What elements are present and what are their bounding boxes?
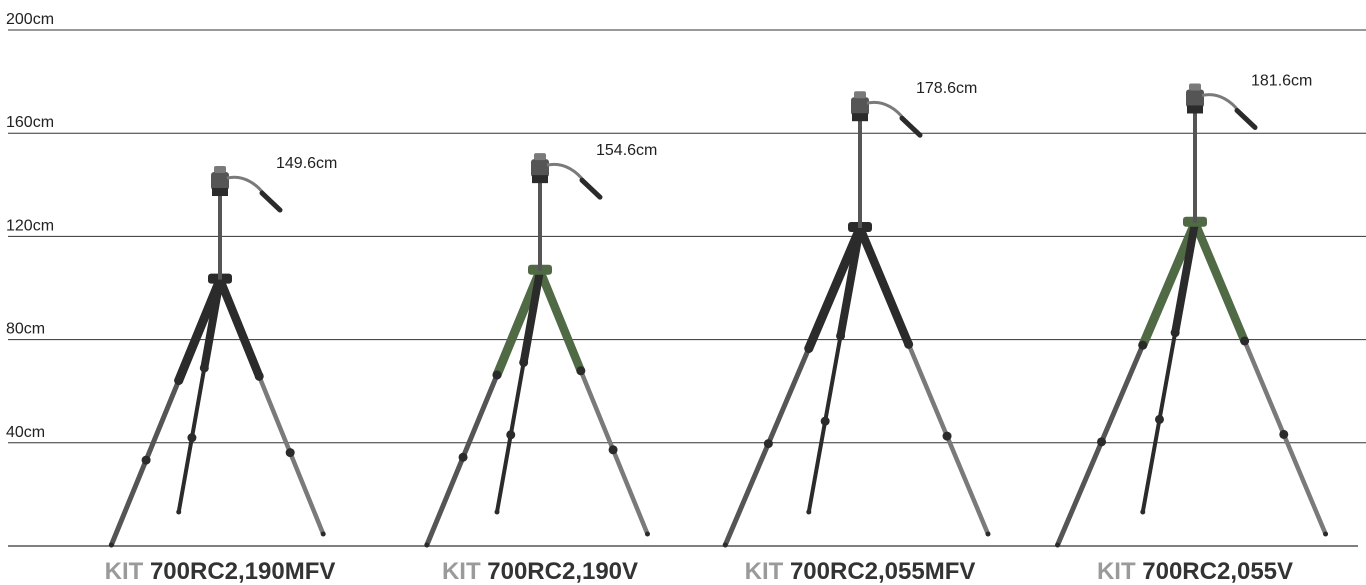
leg-lock xyxy=(1097,437,1107,447)
tripod-foot xyxy=(494,509,500,515)
camera-plate xyxy=(534,153,546,161)
pan-handle xyxy=(226,175,266,195)
pan-handle xyxy=(1201,93,1241,113)
leg-lock xyxy=(1154,414,1164,424)
leg-lock xyxy=(576,366,586,376)
tripod-leg-upper xyxy=(200,275,224,372)
tripod-leg-upper xyxy=(535,266,586,376)
leg-lock xyxy=(285,448,295,458)
leg-lock xyxy=(1138,340,1148,350)
leg-lock xyxy=(836,331,846,341)
tripod-leg-upper xyxy=(855,223,913,349)
leg-lock xyxy=(199,363,209,373)
grid-lines xyxy=(8,29,1366,547)
leg-lock xyxy=(904,339,914,349)
leg-lock xyxy=(763,439,773,449)
tripod-figure xyxy=(108,166,326,548)
tripod-head xyxy=(531,159,549,178)
head-base xyxy=(1187,105,1203,114)
y-tick-label: 160cm xyxy=(6,114,54,131)
leg-lock xyxy=(141,455,151,465)
leg-lock xyxy=(1279,429,1289,439)
leg-lock xyxy=(492,370,502,380)
leg-lock xyxy=(187,433,197,443)
height-label: 178.6cm xyxy=(916,80,977,97)
leg-lock xyxy=(506,430,516,440)
leg-lock xyxy=(458,452,468,462)
pan-handle-grip xyxy=(1234,107,1258,130)
tripod-figure xyxy=(1055,83,1329,548)
tripod-leg-upper xyxy=(1138,218,1200,350)
height-label: 154.6cm xyxy=(596,142,657,159)
leg-lock xyxy=(174,376,184,386)
tripod-foot xyxy=(320,531,326,537)
pan-handle-grip xyxy=(579,177,603,200)
tripod-foot xyxy=(1323,531,1329,537)
tripod-foot xyxy=(108,542,114,548)
tripod-head xyxy=(851,97,869,116)
pan-handle xyxy=(546,162,586,183)
tripod-leg-upper xyxy=(215,275,264,381)
kit-prefix: KIT xyxy=(745,558,790,585)
tripod-figures xyxy=(108,83,1329,548)
y-axis-tick-labels: 40cm 80cm 120cm 160cm 200cm xyxy=(6,11,54,441)
kit-label: KIT 700RC2,190MFV xyxy=(105,558,336,585)
tripod-foot xyxy=(806,509,812,515)
tripod-head xyxy=(1186,89,1204,108)
tripod-leg-upper xyxy=(836,224,864,340)
kit-label: KIT 700RC2,055MFV xyxy=(745,558,976,585)
height-labels: 149.6cm 154.6cm 178.6cm 181.6cm xyxy=(276,72,1312,172)
tripod-leg-upper xyxy=(804,223,865,353)
y-tick-label: 200cm xyxy=(6,11,54,28)
leg-lock xyxy=(804,343,814,353)
tripod-leg-upper xyxy=(1171,218,1199,337)
tripod-foot xyxy=(722,542,728,548)
leg-lock xyxy=(942,431,952,441)
camera-plate xyxy=(1189,83,1201,91)
kit-prefix: KIT xyxy=(1097,558,1142,585)
kit-prefix: KIT xyxy=(442,558,487,585)
kit-model: 700RC2,055MFV xyxy=(790,558,975,585)
head-base xyxy=(212,188,228,197)
tripod-foot xyxy=(1140,509,1146,515)
kit-label: KIT 700RC2,055V xyxy=(1097,558,1293,585)
leg-lock xyxy=(820,416,830,426)
kit-prefix: KIT xyxy=(105,558,150,585)
camera-plate xyxy=(854,91,866,99)
kit-model: 700RC2,055V xyxy=(1142,558,1293,585)
leg-lock xyxy=(1170,328,1180,338)
tripod-leg-upper xyxy=(492,266,545,380)
tripod-foot xyxy=(644,531,650,537)
tripod-leg-upper xyxy=(519,266,544,367)
height-label: 181.6cm xyxy=(1251,72,1312,89)
tripod-foot xyxy=(176,509,182,515)
tripod-figure xyxy=(424,153,650,548)
tripod-head xyxy=(211,172,229,191)
tripod-foot xyxy=(424,542,430,548)
leg-lock xyxy=(254,371,264,381)
head-base xyxy=(532,175,548,184)
camera-plate xyxy=(214,166,226,174)
height-label: 149.6cm xyxy=(276,155,337,172)
leg-lock xyxy=(608,445,618,455)
pan-handle-grip xyxy=(259,190,283,213)
tripod-foot xyxy=(1055,542,1061,548)
kit-model: 700RC2,190MFV xyxy=(150,558,335,585)
tripod-leg-upper xyxy=(1190,218,1249,346)
kit-labels: KIT 700RC2,190MFV KIT 700RC2,190V KIT 700R… xyxy=(105,558,1293,585)
y-tick-label: 120cm xyxy=(6,217,54,234)
pan-handle xyxy=(866,100,906,121)
head-base xyxy=(852,113,868,122)
y-tick-label: 80cm xyxy=(6,321,45,338)
leg-lock xyxy=(519,357,529,367)
kit-model: 700RC2,190V xyxy=(487,558,638,585)
y-tick-label: 40cm xyxy=(6,424,45,441)
kit-label: KIT 700RC2,190V xyxy=(442,558,638,585)
tripod-figure xyxy=(722,91,991,548)
leg-lock xyxy=(1240,336,1250,346)
tripod-foot xyxy=(985,531,991,537)
pan-handle-grip xyxy=(899,115,923,138)
